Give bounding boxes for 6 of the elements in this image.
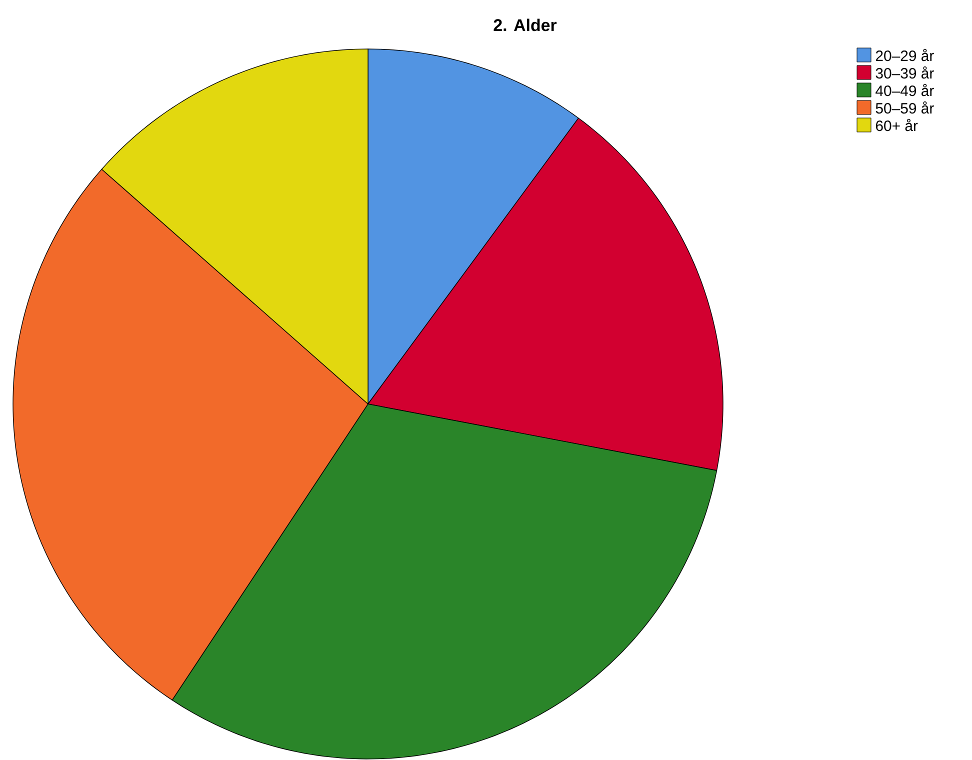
legend-label: 60+ år — [876, 118, 918, 132]
legend-label: 30–39 år — [876, 66, 934, 79]
chart-title: 2. Alder — [494, 18, 557, 32]
legend-label: 50–59 år — [876, 101, 934, 114]
legend-label: 20–29 år — [876, 48, 934, 62]
legend-label: 40–49 år — [876, 84, 934, 96]
